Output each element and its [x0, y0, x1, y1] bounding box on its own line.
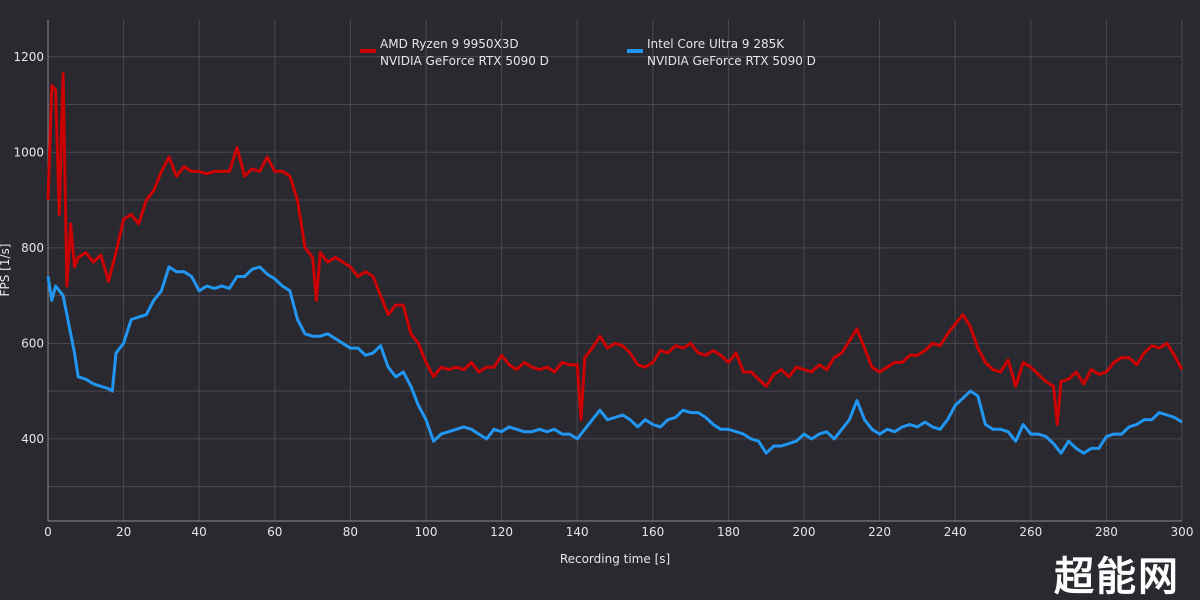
legend-sublabel-0: NVIDIA GeForce RTX 5090 D: [380, 54, 549, 68]
x-tick-label: 100: [415, 525, 438, 539]
tick-labels: 0 20 40 60 80 100 120 140 160 180 200 220 240 260 280 3…: [13, 50, 1193, 539]
x-tick-label: 180: [717, 525, 740, 539]
x-tick-label: 0: [44, 525, 52, 539]
x-tick-label: 280: [1095, 525, 1118, 539]
legend-swatch-1: [627, 49, 643, 53]
x-tick-label: 120: [490, 525, 513, 539]
x-tick-label: 140: [566, 525, 589, 539]
x-tick-label: 240: [944, 525, 967, 539]
legend: AMD Ryzen 9 9950X3D NVIDIA GeForce RTX 50…: [360, 37, 816, 68]
x-tick-label: 80: [343, 525, 358, 539]
y-tick-label: 800: [21, 241, 44, 255]
x-tick-label: 40: [192, 525, 207, 539]
x-tick-label: 200: [793, 525, 816, 539]
legend-sublabel-1: NVIDIA GeForce RTX 5090 D: [647, 54, 816, 68]
series-line-1: [46, 265, 1183, 455]
x-tick-label: 160: [641, 525, 664, 539]
x-tick-label: 260: [1019, 525, 1042, 539]
watermark-logo: 超能网: [1054, 554, 1180, 600]
series-line-0: [46, 72, 1184, 426]
x-tick-label: 60: [267, 525, 282, 539]
y-tick-label: 1200: [13, 50, 44, 64]
x-axis-label: Recording time [s]: [560, 552, 670, 566]
legend-swatch-0: [360, 49, 376, 53]
x-tick-label: 300: [1171, 525, 1194, 539]
y-axis-label: FPS [1/s]: [0, 244, 12, 297]
y-tick-label: 600: [21, 336, 44, 350]
legend-label-0: AMD Ryzen 9 9950X3D: [380, 37, 519, 51]
grid: [47, 20, 1183, 522]
x-tick-label: 20: [116, 525, 131, 539]
y-tick-label: 400: [21, 432, 44, 446]
y-tick-label: 1000: [13, 145, 44, 159]
series-lines: [46, 72, 1184, 455]
x-tick-label: 220: [868, 525, 891, 539]
legend-label-1: Intel Core Ultra 9 285K: [647, 37, 785, 51]
